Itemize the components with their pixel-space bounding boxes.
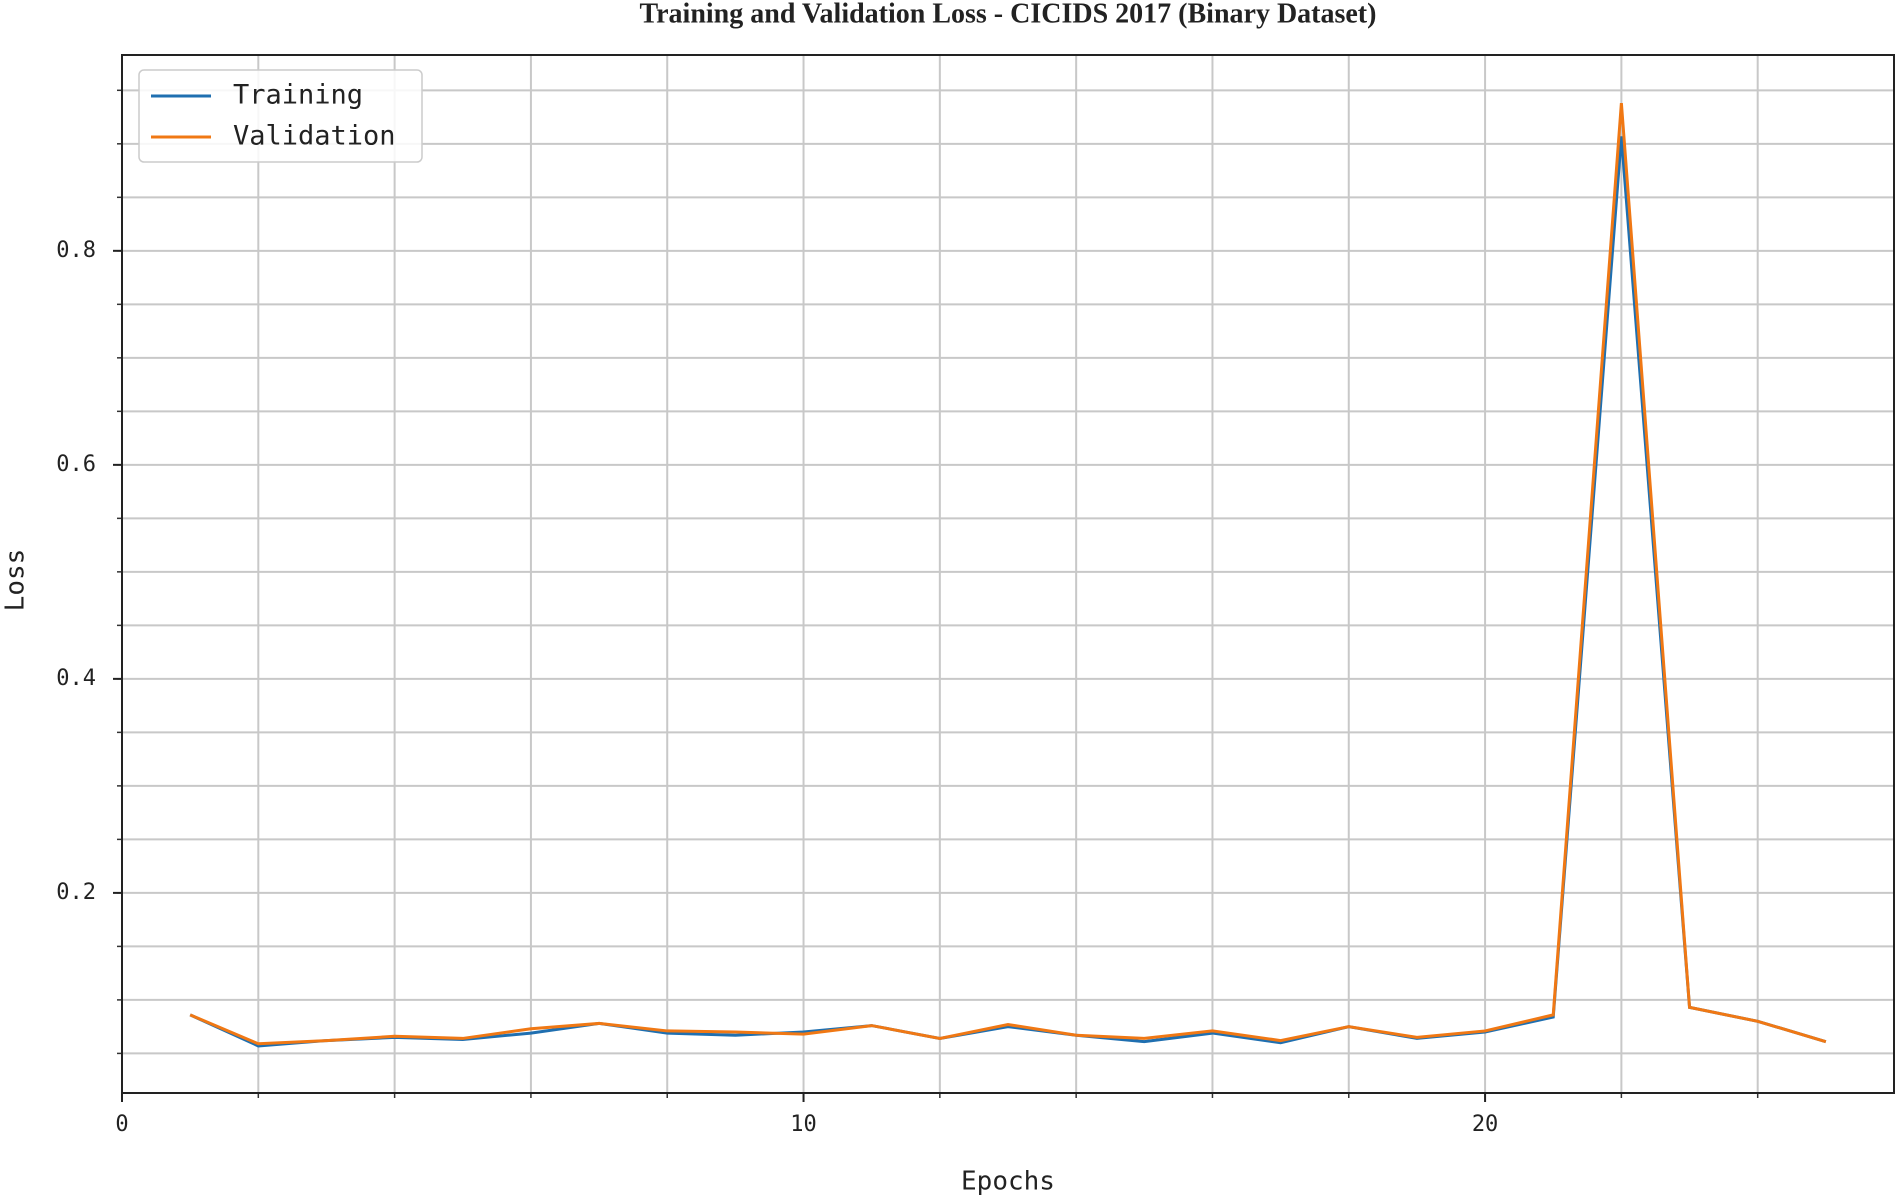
x-axis-label: Epochs xyxy=(961,1167,1055,1197)
y-tick-label: 0.6 xyxy=(56,452,96,477)
plot-frame xyxy=(121,54,1895,1094)
x-tick-label: 0 xyxy=(115,1112,128,1137)
y-tick-label: 0.4 xyxy=(56,666,96,691)
line-series xyxy=(189,136,1827,1048)
y-tick-label: 0.2 xyxy=(56,880,96,905)
y-axis-label: Loss xyxy=(1,549,31,612)
chart-title: Training and Validation Loss - CICIDS 20… xyxy=(640,0,1377,29)
y-tick-label: 0.8 xyxy=(56,238,96,263)
x-tick-label: 20 xyxy=(1472,1112,1499,1137)
legend-label: Training xyxy=(233,80,363,111)
x-tick-label: 10 xyxy=(790,1112,817,1137)
legend-label: Validation xyxy=(233,121,396,152)
line-series xyxy=(189,103,1827,1046)
legend-box xyxy=(138,69,423,163)
